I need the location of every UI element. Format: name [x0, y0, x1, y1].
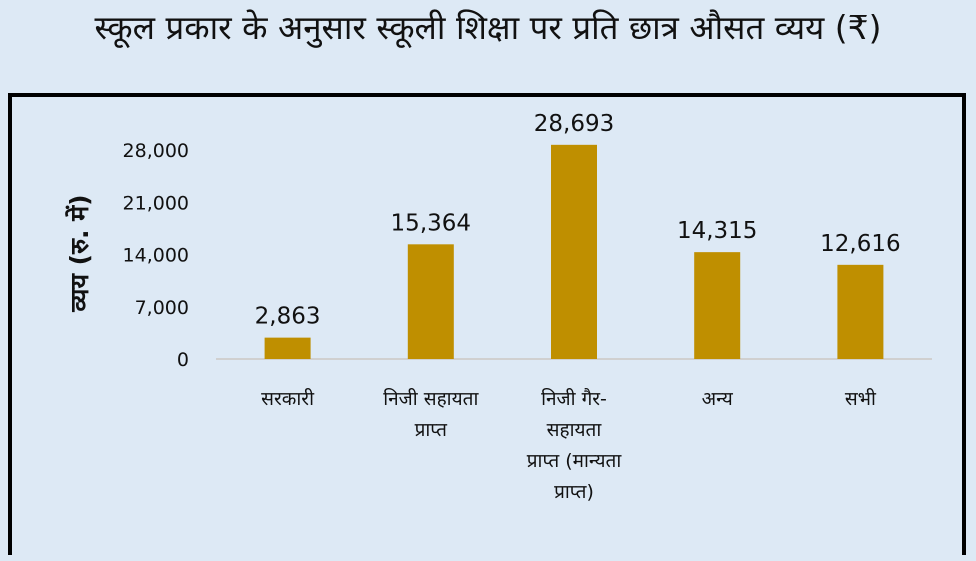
data-label: 12,616: [820, 231, 900, 257]
data-label: 15,364: [391, 210, 471, 236]
bar: [264, 337, 311, 359]
category-label: सभी: [845, 387, 877, 410]
category-label: निजी सहायता: [383, 387, 479, 410]
category-label: प्राप्त): [554, 481, 594, 503]
chart-frame: [8, 93, 966, 555]
category-label: अन्य: [702, 388, 734, 410]
bar: [694, 252, 741, 359]
category-label: निजी गैर-: [541, 387, 607, 410]
y-tick-label: 21,000: [123, 192, 189, 214]
bar: [551, 144, 597, 359]
data-label: 14,315: [677, 218, 757, 244]
y-tick-label: 7,000: [135, 297, 189, 319]
chart-title: स्कूल प्रकार के अनुसार स्कूली शिक्षा पर …: [94, 8, 882, 47]
category-label: प्राप्त (मान्यता: [527, 450, 623, 472]
bar: [407, 244, 454, 359]
y-tick-label: 0: [177, 349, 189, 371]
bar: [837, 264, 884, 359]
data-label: 2,863: [255, 304, 321, 330]
category-label: प्राप्त: [415, 419, 449, 441]
category-label: सरकारी: [261, 387, 315, 410]
category-label: सहायता: [547, 419, 603, 441]
data-label: 28,693: [534, 111, 614, 137]
y-axis-label: व्यय (रु. में): [65, 194, 94, 312]
y-tick-label: 28,000: [123, 140, 189, 162]
y-tick-label: 14,000: [123, 245, 189, 267]
